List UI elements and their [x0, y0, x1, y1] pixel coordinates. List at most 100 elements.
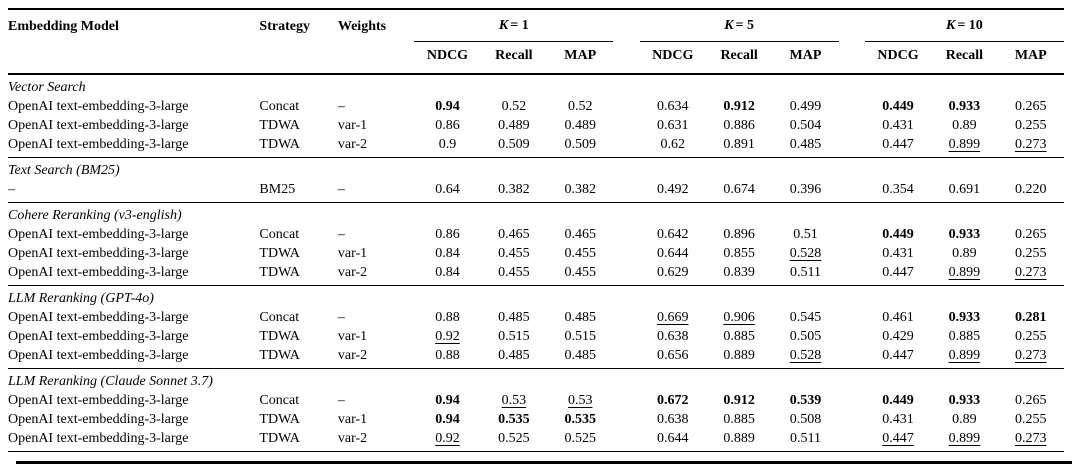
strategy-cell: TDWA: [259, 137, 300, 152]
metric-value-cell: 0.885: [931, 327, 997, 346]
bottom-rule: [16, 461, 1072, 464]
metric-value-cell: 0.525: [481, 429, 547, 452]
section-title-row: Vector Search: [8, 74, 1064, 97]
metric-value-cell: 0.638: [640, 410, 706, 429]
section-title: Cohere Reranking (v3-english): [8, 208, 182, 223]
metric-value: 0.94: [435, 99, 460, 114]
metric-value: 0.447: [882, 137, 914, 152]
metric-value-cell: 0.265: [998, 225, 1064, 244]
metric-value: 0.539: [789, 393, 822, 408]
column-gap: [839, 116, 865, 135]
metric-value: 0.88: [435, 310, 460, 325]
metric-value-cell: 0.455: [547, 263, 613, 286]
metric-value: 0.447: [882, 348, 914, 363]
metric-value-cell: 0.511: [772, 263, 838, 286]
column-gap: [839, 244, 865, 263]
metric-value: 0.9: [438, 137, 457, 152]
metric-value: 0.899: [948, 265, 981, 280]
metric-value: 0.515: [498, 329, 530, 344]
metric-value-cell: 0.396: [772, 180, 838, 203]
metric-value: 0.220: [1015, 182, 1047, 197]
header-weights: Weights: [337, 19, 387, 34]
metric-value: 0.899: [948, 431, 981, 446]
metric-value-cell: 0.912: [706, 97, 772, 116]
metric-value: 0.89: [952, 412, 977, 427]
metric-value: 0.528: [789, 348, 822, 363]
header-k5-group: K = 5: [639, 9, 839, 42]
metric-value: 0.84: [435, 246, 460, 261]
strategy-cell: TDWA: [259, 348, 300, 363]
metric-value: 0.447: [882, 431, 914, 446]
metric-value: 0.891: [723, 137, 755, 152]
metric-value: 0.505: [789, 329, 822, 344]
metric-value-cell: 0.64: [414, 180, 480, 203]
metric-value: 0.52: [501, 99, 527, 114]
metric-value: 0.455: [498, 246, 530, 261]
metric-value: 0.382: [564, 182, 596, 197]
k10-symbol: K: [945, 18, 956, 33]
column-gap: [839, 327, 865, 346]
strategy-cell: TDWA: [259, 246, 300, 261]
metric-value-cell: 0.509: [481, 135, 547, 158]
metric-value: 0.273: [1015, 431, 1047, 446]
header-k5-ndcg: NDCG: [652, 48, 694, 63]
section-title-row: LLM Reranking (Claude Sonnet 3.7): [8, 368, 1064, 392]
metric-value: 0.535: [498, 412, 530, 427]
weights-cell: var-1: [337, 118, 368, 133]
metric-value-cell: 0.511: [772, 429, 838, 452]
metric-value-cell: 0.89: [931, 410, 997, 429]
metric-value: 0.485: [564, 348, 596, 363]
metric-value: 0.92: [435, 431, 460, 446]
metric-value-cell: 0.94: [414, 391, 480, 410]
metric-value: 0.449: [882, 99, 914, 114]
header-row-metrics: NDCG Recall MAP NDCG Recall MAP NDCG Rec…: [8, 42, 1064, 75]
metric-value: 0.92: [435, 329, 460, 344]
strategy-cell: TDWA: [259, 118, 300, 133]
metric-value-cell: 0.455: [547, 244, 613, 263]
metric-value-cell: 0.485: [547, 346, 613, 369]
metric-value-cell: 0.53: [481, 391, 547, 410]
section-title-row: Cohere Reranking (v3-english): [8, 202, 1064, 226]
metric-value-cell: 0.449: [865, 391, 931, 410]
table-row: OpenAI text-embedding-3-large TDWA var-2 0.…: [8, 263, 1064, 286]
metric-value-cell: 0.906: [706, 308, 772, 327]
metric-value-cell: 0.889: [706, 346, 772, 369]
metric-value: 0.525: [564, 431, 596, 446]
column-gap: [613, 410, 639, 429]
column-gap: [839, 429, 865, 452]
metric-value: 0.255: [1015, 118, 1047, 133]
metric-value: 0.53: [501, 393, 527, 408]
results-table: Embedding Model Strategy Weights K = 1 K =…: [8, 8, 1064, 452]
header-k1-map: MAP: [564, 48, 597, 63]
metric-value-cell: 0.255: [998, 116, 1064, 135]
metric-value-cell: 0.89: [931, 244, 997, 263]
column-gap: [839, 225, 865, 244]
metric-value-cell: 0.255: [998, 327, 1064, 346]
metric-value-cell: 0.912: [706, 391, 772, 410]
metric-value: 0.889: [723, 431, 755, 446]
metric-value: 0.88: [435, 348, 460, 363]
model-cell: OpenAI text-embedding-3-large: [8, 348, 189, 363]
metric-value-cell: 0.515: [481, 327, 547, 346]
table-row: OpenAI text-embedding-3-large TDWA var-1 0.…: [8, 410, 1064, 429]
metric-value: 0.255: [1015, 412, 1047, 427]
metric-value: 0.273: [1015, 137, 1047, 152]
metric-value: 0.52: [567, 99, 593, 114]
k1-symbol: K: [498, 18, 509, 33]
weights-cell: var-2: [337, 137, 368, 152]
header-k10-map: MAP: [1014, 48, 1047, 63]
table-body: Vector Search OpenAI text-embedding-3-lar…: [8, 74, 1064, 452]
metric-value-cell: 0.431: [865, 410, 931, 429]
strategy-cell: TDWA: [259, 329, 300, 344]
table-row: OpenAI text-embedding-3-large TDWA var-2 0.…: [8, 135, 1064, 158]
metric-value: 0.431: [882, 118, 914, 133]
header-k1-ndcg: NDCG: [426, 48, 469, 63]
header-k1-group: K = 1: [414, 9, 614, 42]
table-row: OpenAI text-embedding-3-large TDWA var-2 0.…: [8, 346, 1064, 369]
metric-value-cell: 0.629: [640, 263, 706, 286]
header-k1-recall: Recall: [495, 48, 533, 63]
metric-value-cell: 0.885: [706, 410, 772, 429]
strategy-cell: TDWA: [259, 431, 300, 446]
metric-value-cell: 0.933: [931, 97, 997, 116]
